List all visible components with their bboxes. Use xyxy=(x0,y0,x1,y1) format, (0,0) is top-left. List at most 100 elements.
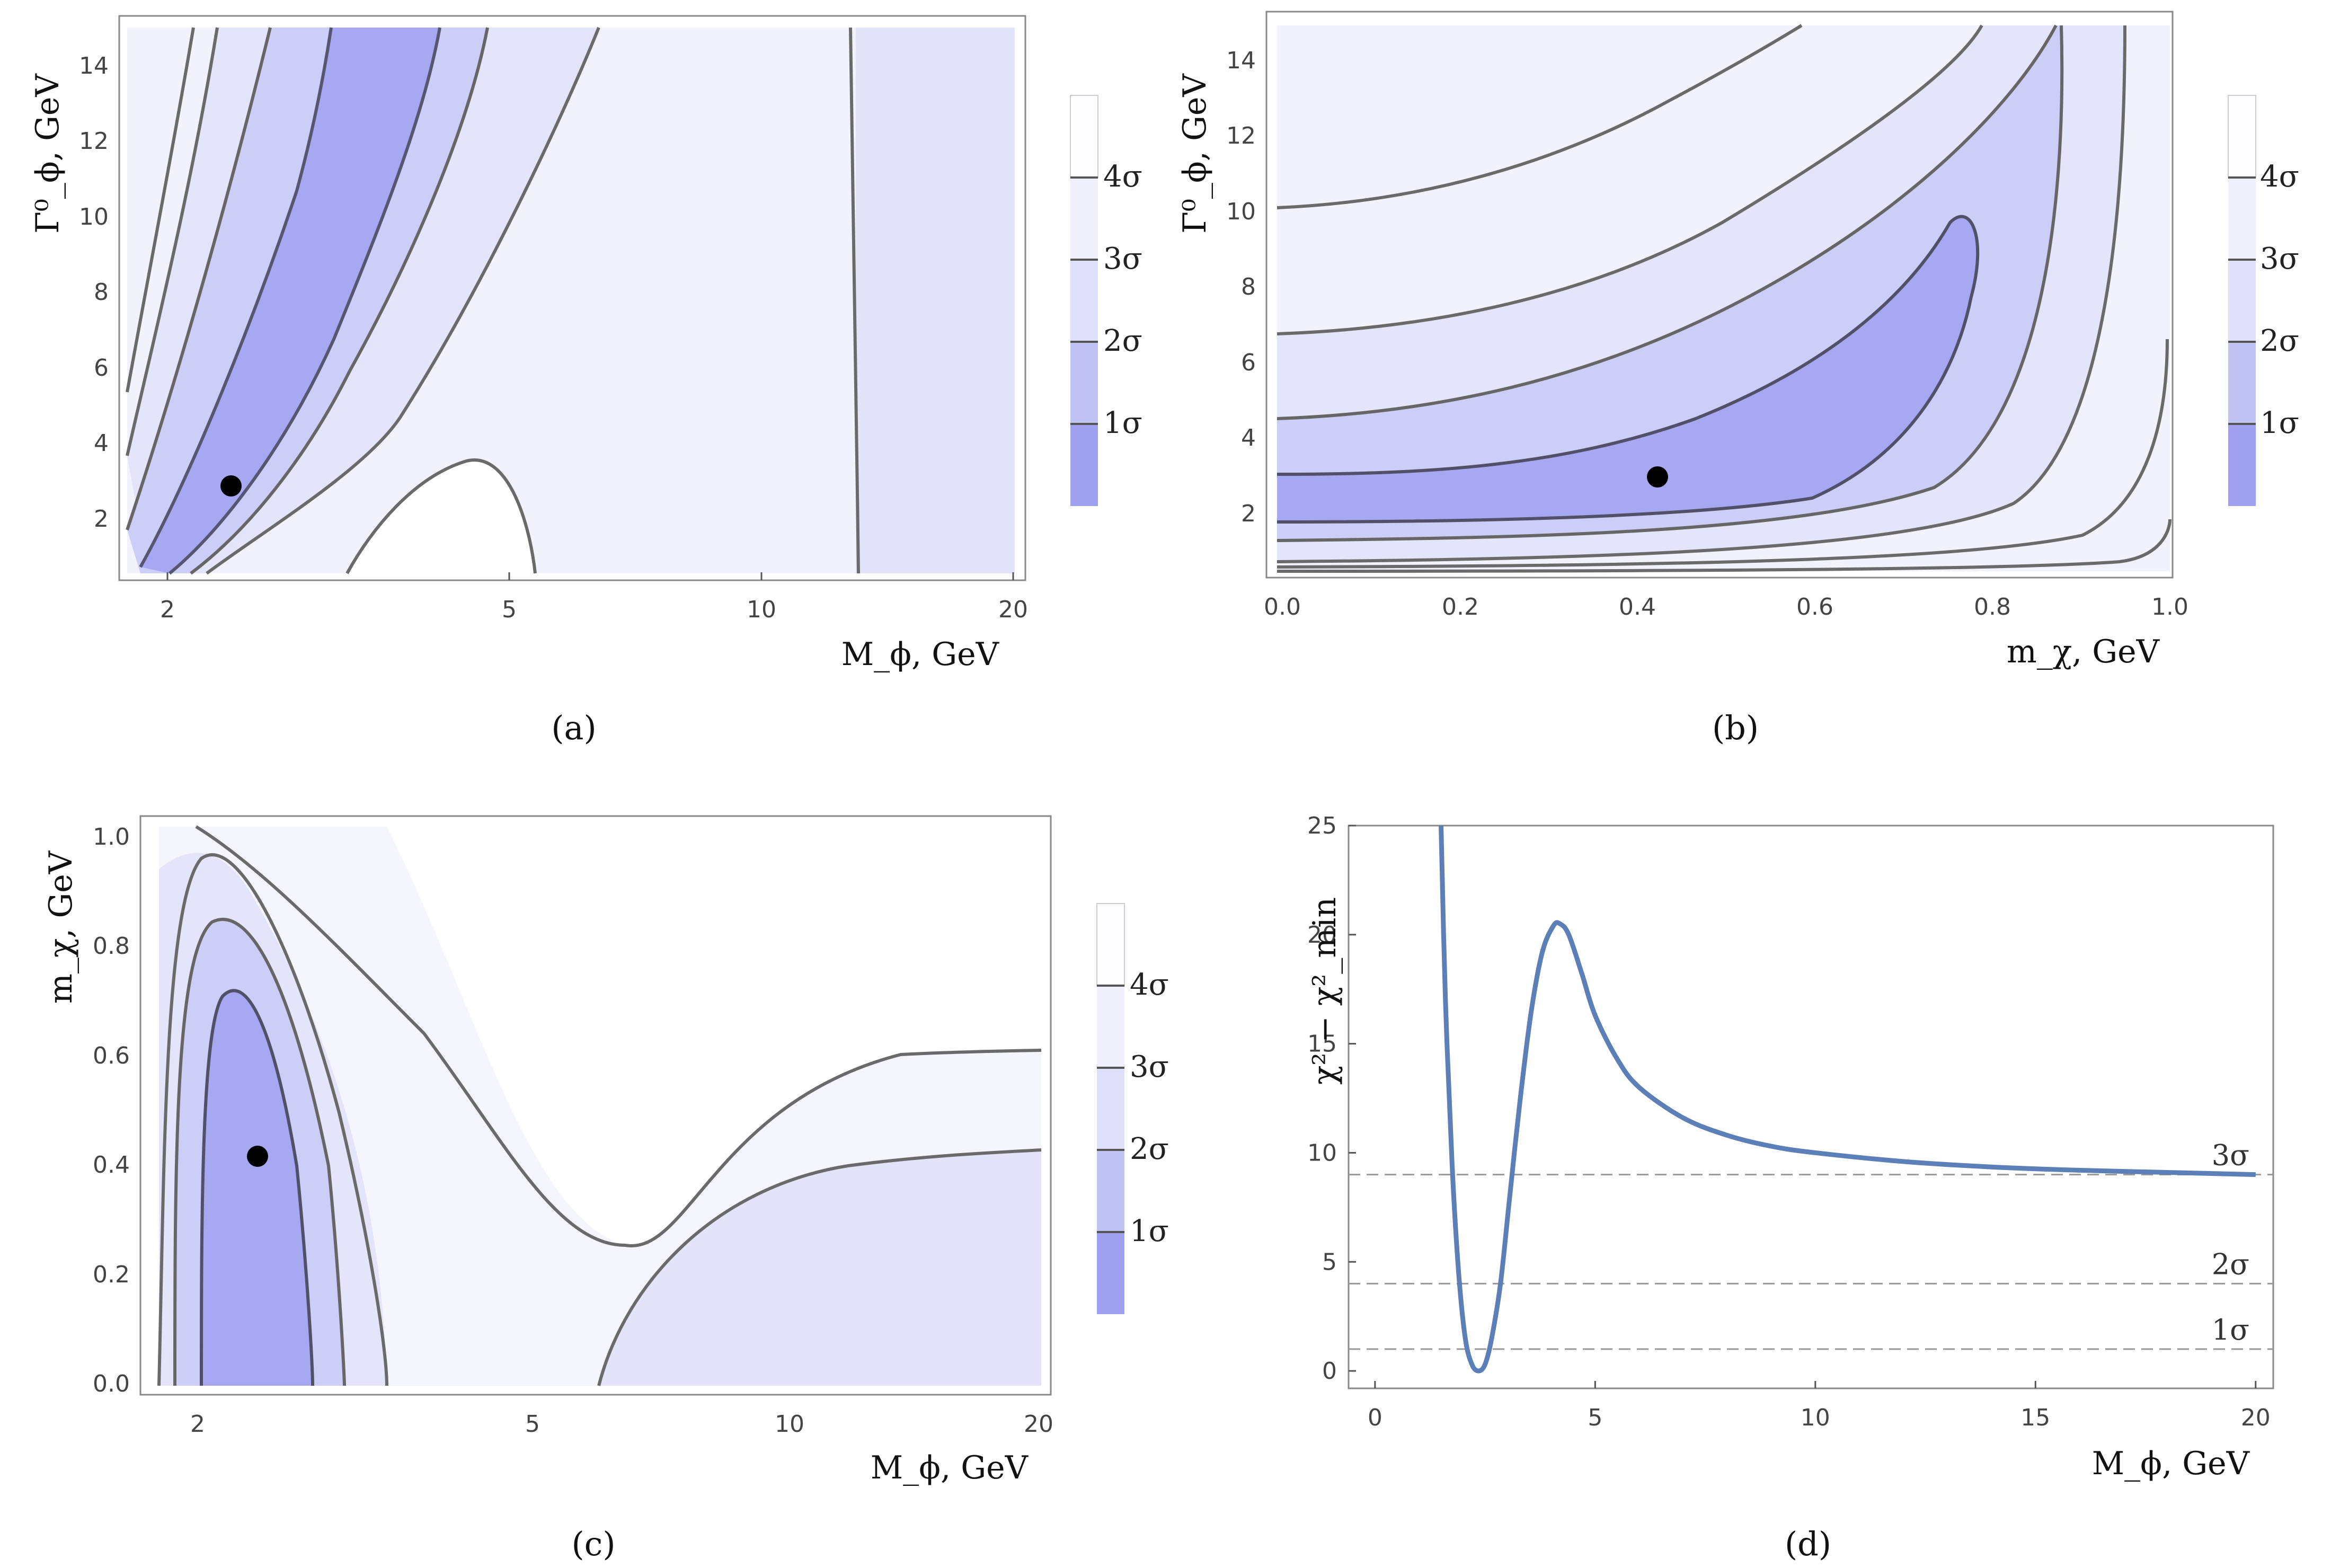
panel-a-contour-line-8 xyxy=(345,458,537,574)
panel-d-xtick-label: 5 xyxy=(1588,1404,1602,1431)
panel-d-xtick-label: 20 xyxy=(2241,1404,2271,1431)
panel-a-contour-line-6 xyxy=(206,26,600,575)
panel-b-contour-line-3 xyxy=(1277,25,2064,542)
panel-a-ytick-label: 6 xyxy=(94,355,109,382)
legend-swatch-below-1sigma xyxy=(1070,424,1098,506)
panel-b-ytick-label: 14 xyxy=(1226,47,1256,74)
legend-label-2sigma: 2σ xyxy=(2260,324,2299,358)
panel-b-contour-line-6 xyxy=(1277,24,1803,209)
panel-a-xtick-label: 20 xyxy=(998,596,1028,623)
panel-d: 1σ 2σ 3σ 0 5 10 15 20 0 5 10 15 20 25 M_ϕ, GeV χ² −… xyxy=(1306,812,2274,1563)
panel-b-xtick-label: 0.2 xyxy=(1442,593,1479,621)
panel-a-ytick-label: 4 xyxy=(94,430,109,457)
panel-b-contour-line-8 xyxy=(1277,519,2172,573)
panel-c-xtick-label: 5 xyxy=(525,1411,540,1438)
panel-b-xtick-label: 0.0 xyxy=(1264,593,1301,621)
panel-c-xlabel: M_ϕ, GeV xyxy=(871,1449,1029,1486)
legend-label-2sigma: 2σ xyxy=(1103,324,1142,358)
panel-c-contour-line-1 xyxy=(200,989,314,1386)
panel-c-ytick-label: 0.0 xyxy=(93,1370,130,1397)
panel-c-legend: 4σ 3σ 2σ 1σ xyxy=(1096,903,1169,1314)
panel-c-yticks: 0.0 0.2 0.4 0.6 0.8 1.0 xyxy=(93,823,130,1397)
panel-b-contour-line-5 xyxy=(1277,25,2126,563)
panel-b-ytick-label: 8 xyxy=(1241,273,1256,300)
legend-label-3sigma: 3σ xyxy=(1130,1050,1169,1084)
panel-a-xtick-label: 2 xyxy=(160,596,175,623)
panel-b-xlabel: m_χ, GeV xyxy=(2007,633,2160,670)
legend-swatch-1sigma-2sigma xyxy=(1097,1150,1124,1232)
panel-a-xtick-label: 10 xyxy=(747,596,776,623)
panel-c-ytick-label: 0.4 xyxy=(93,1151,130,1179)
panel-a-contour-line-5 xyxy=(126,27,219,456)
legend-label-3sigma: 3σ xyxy=(1103,242,1142,276)
panel-c-contour-line-2 xyxy=(173,917,346,1386)
legend-swatch-3sigma-4sigma xyxy=(2228,178,2256,260)
legend-label-4sigma: 4σ xyxy=(1130,968,1169,1002)
panel-d-xtick-label: 10 xyxy=(1801,1404,1830,1431)
legend-label-1sigma: 1σ xyxy=(1130,1214,1169,1248)
panel-b-caption: (b) xyxy=(1712,708,1759,747)
panel-a-legend: 4σ 3σ 2σ 1σ xyxy=(1070,95,1142,506)
legend-swatch-2sigma-3sigma xyxy=(1097,1068,1124,1150)
panel-a-ytick-label: 10 xyxy=(79,203,109,231)
panel-b-ytick-label: 12 xyxy=(1226,122,1256,149)
panel-d-reference-labels: 1σ 2σ 3σ xyxy=(2212,1139,2249,1346)
panel-b-contour-line-7 xyxy=(1277,339,2169,569)
panel-d-ytick-label: 0 xyxy=(1322,1358,1337,1385)
panel-a: 2 5 10 20 2 4 6 8 10 12 14 M_ϕ, GeV Γ⁰_ϕ… xyxy=(29,15,1142,747)
panel-b-legend: 4σ 3σ 2σ 1σ xyxy=(2228,95,2299,506)
panel-b-contour-line-4 xyxy=(1277,24,1983,335)
panel-d-ylabel: χ² − χ²_min xyxy=(1306,897,1343,1085)
panel-b-xtick-label: 0.4 xyxy=(1619,593,1656,621)
legend-swatch-1sigma-2sigma xyxy=(1070,342,1098,424)
panel-a-ytick-label: 8 xyxy=(94,279,109,306)
panel-a-ytick-label: 14 xyxy=(79,52,109,79)
panel-d-ytick-label: 5 xyxy=(1322,1248,1337,1275)
panel-d-reference-label: 3σ xyxy=(2212,1139,2249,1172)
panel-a-contour-line-4 xyxy=(190,27,489,575)
panel-a-best-fit-point xyxy=(220,475,242,497)
panel-b: 0.0 0.2 0.4 0.6 0.8 1.0 2 4 6 8 10 12 14… xyxy=(1176,11,2299,747)
panel-c-ytick-label: 1.0 xyxy=(93,823,130,851)
legend-swatch-2sigma-3sigma xyxy=(2228,260,2256,342)
panel-b-contours xyxy=(1277,24,2172,573)
legend-swatch-4sigma-above xyxy=(1070,95,1098,178)
panel-d-ytick-label: 25 xyxy=(1307,812,1337,839)
panel-a-xlabel: M_ϕ, GeV xyxy=(841,636,1000,673)
panel-a-contour-line-9 xyxy=(849,27,860,574)
panel-c-ylabel: m_χ, GeV xyxy=(42,850,79,1004)
legend-swatch-1sigma-2sigma xyxy=(2228,342,2256,424)
panel-c-corner-region xyxy=(599,1150,1041,1386)
panel-c-caption: (c) xyxy=(571,1525,615,1563)
panel-a-ylabel: Γ⁰_ϕ, GeV xyxy=(29,73,66,234)
panel-c-xtick-label: 20 xyxy=(1024,1411,1053,1438)
panel-d-caption: (d) xyxy=(1785,1525,1831,1563)
panel-a-contour-line-7 xyxy=(126,27,195,393)
panel-b-contour-line-2 xyxy=(1277,24,2058,420)
panel-c-contour-line-5 xyxy=(597,1148,1042,1386)
panel-b-xtick-label: 0.6 xyxy=(1796,593,1833,621)
legend-label-4sigma: 4σ xyxy=(1103,160,1142,194)
panel-d-yticks: 0 5 10 15 20 25 xyxy=(1307,812,1356,1385)
panel-d-xtick-label: 15 xyxy=(2020,1404,2050,1431)
panel-a-contour-line-1 xyxy=(139,27,333,568)
panel-b-ylabel: Γ⁰_ϕ, GeV xyxy=(1176,73,1213,234)
panel-b-ytick-label: 4 xyxy=(1241,424,1256,451)
panel-b-ytick-label: 2 xyxy=(1241,500,1256,527)
legend-swatch-4sigma-above xyxy=(1096,903,1125,986)
panel-b-best-fit-point xyxy=(1647,466,1668,488)
panel-a-caption: (a) xyxy=(551,708,596,747)
panel-c-ytick-label: 0.8 xyxy=(93,933,130,960)
panel-d-reference-label: 1σ xyxy=(2212,1313,2249,1346)
panel-a-ytick-label: 2 xyxy=(94,506,109,533)
panel-c-contours xyxy=(157,825,1042,1386)
panel-c: 2 5 10 20 0.0 0.2 0.4 0.6 0.8 1.0 M_ϕ, G… xyxy=(42,815,1169,1563)
panel-a-right-band xyxy=(856,28,1015,573)
legend-swatch-4sigma-above xyxy=(2228,95,2256,178)
panel-c-white-top xyxy=(387,827,1041,1246)
panel-b-xticks: 0.0 0.2 0.4 0.6 0.8 1.0 xyxy=(1264,593,2188,621)
panel-b-xtick-label: 1.0 xyxy=(2151,593,2188,621)
panel-a-ytick-label: 12 xyxy=(79,128,109,155)
panel-d-xlabel: M_ϕ, GeV xyxy=(2092,1445,2250,1482)
